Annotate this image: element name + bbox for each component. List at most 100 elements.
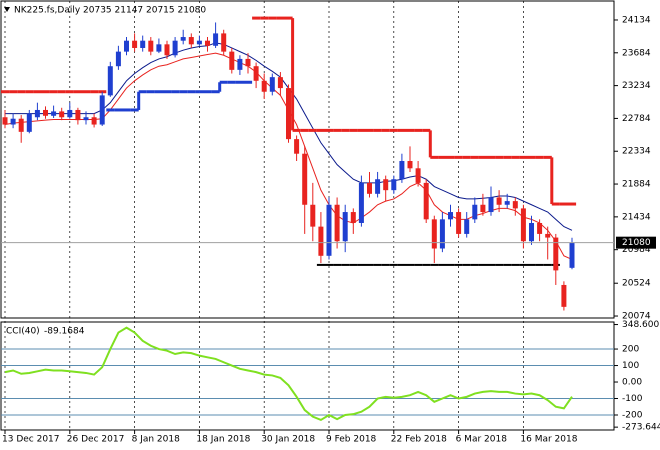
cci-line xyxy=(4,326,573,422)
candle-body xyxy=(310,204,316,227)
candle-body xyxy=(504,201,510,205)
candle-body xyxy=(326,204,332,256)
candle-body xyxy=(415,168,421,183)
y-tick-label: 20524 xyxy=(622,279,651,289)
candle-body xyxy=(334,204,340,242)
cci-value: -89.1684 xyxy=(44,327,85,337)
candle-body xyxy=(342,212,348,242)
candle-body xyxy=(18,118,24,132)
candle-body xyxy=(59,111,65,118)
x-tick-label: 13 Dec 2017 xyxy=(2,435,60,445)
candle-body xyxy=(107,66,113,96)
candle-body xyxy=(91,117,97,125)
candle-body xyxy=(75,109,81,121)
candle-body xyxy=(520,208,526,242)
candle-body xyxy=(545,233,551,238)
last-price-label: 21080 xyxy=(622,238,651,248)
y-tick-label: -200 xyxy=(622,410,643,420)
candle-body xyxy=(188,37,194,45)
candle-body xyxy=(213,33,219,46)
last-price-box xyxy=(616,236,656,249)
candle-body xyxy=(253,66,259,81)
candle-body xyxy=(229,51,235,70)
candle-body xyxy=(164,44,170,56)
candle-body xyxy=(196,40,202,45)
candle-body xyxy=(10,118,16,125)
candle-body xyxy=(318,226,324,256)
candle-body xyxy=(569,242,575,268)
y-tick-label: 100 xyxy=(622,361,639,371)
candle-body xyxy=(350,212,356,223)
x-tick-label: 9 Feb 2018 xyxy=(326,435,377,445)
candle-body xyxy=(261,80,267,92)
candle-body xyxy=(553,237,559,271)
candle-body xyxy=(115,51,121,67)
x-tick-label: 22 Feb 2018 xyxy=(391,435,447,445)
candle-body xyxy=(358,182,364,223)
y-tick-label: 24134 xyxy=(622,15,651,25)
y-tick-label: 21884 xyxy=(622,180,651,190)
cci-title: CCI(40) xyxy=(6,327,40,337)
y-tick-label: -100 xyxy=(622,394,643,404)
x-tick-label: 16 Mar 2018 xyxy=(520,435,577,445)
candle-body xyxy=(448,212,453,220)
candle-body xyxy=(237,58,243,70)
candle-body xyxy=(43,109,48,116)
candle-body xyxy=(464,219,470,234)
y-tick-label: 23684 xyxy=(622,48,651,58)
candle-body xyxy=(367,182,372,194)
candle-body xyxy=(172,40,178,56)
candle-body xyxy=(245,58,251,67)
y-tick-label: 200 xyxy=(622,345,639,355)
candle-body xyxy=(26,113,32,132)
candle-body xyxy=(423,182,429,220)
y-tick-label: 21434 xyxy=(622,212,651,222)
candle-body xyxy=(269,77,275,92)
y-tick-label: 22334 xyxy=(622,147,651,157)
candle-body xyxy=(456,212,462,234)
candle-body xyxy=(148,40,154,52)
candle-body xyxy=(512,201,518,209)
candle-body xyxy=(383,179,389,191)
x-tick-label: 8 Jan 2018 xyxy=(132,435,180,445)
y-tick-label: 0.00 xyxy=(622,378,642,388)
cci-panel xyxy=(0,321,615,431)
candle-body xyxy=(67,109,73,118)
x-tick-label: 6 Mar 2018 xyxy=(456,435,508,445)
x-tick-label: 26 Dec 2017 xyxy=(67,435,125,445)
candle-body xyxy=(156,44,162,52)
x-tick-label: 30 Jan 2018 xyxy=(261,435,315,445)
candle-body xyxy=(561,284,567,307)
candle-body xyxy=(99,95,105,125)
collapse-icon xyxy=(4,7,10,12)
main-panel xyxy=(0,0,615,319)
candle-body xyxy=(472,204,478,220)
candle-body xyxy=(132,40,138,48)
x-tick-label: 18 Jan 2018 xyxy=(196,435,250,445)
candle-body xyxy=(286,88,291,140)
y-tick-label: 348.6007 xyxy=(622,320,660,330)
y-tick-label: 22784 xyxy=(622,114,651,124)
y-tick-label: 23234 xyxy=(622,81,651,91)
candle-body xyxy=(537,222,543,234)
candle-body xyxy=(221,33,227,52)
candle-body xyxy=(529,222,534,242)
candle-body xyxy=(439,219,445,249)
candle-body xyxy=(375,179,381,194)
candle-body xyxy=(480,204,486,213)
y-tick-label: 20984 xyxy=(622,245,651,255)
candle-body xyxy=(34,109,40,118)
candle-body xyxy=(51,111,57,116)
candle-body xyxy=(83,117,89,121)
y-tick-label: 20074 xyxy=(622,312,651,322)
candle-body xyxy=(140,40,146,48)
candle-body xyxy=(407,161,413,169)
candle-body xyxy=(180,37,186,41)
candle-body xyxy=(302,153,308,205)
candle-body xyxy=(294,139,300,154)
candle-body xyxy=(2,117,8,125)
y-tick-label: -273.644 xyxy=(622,423,660,433)
candle-body xyxy=(431,219,437,249)
candle-body xyxy=(496,197,502,205)
